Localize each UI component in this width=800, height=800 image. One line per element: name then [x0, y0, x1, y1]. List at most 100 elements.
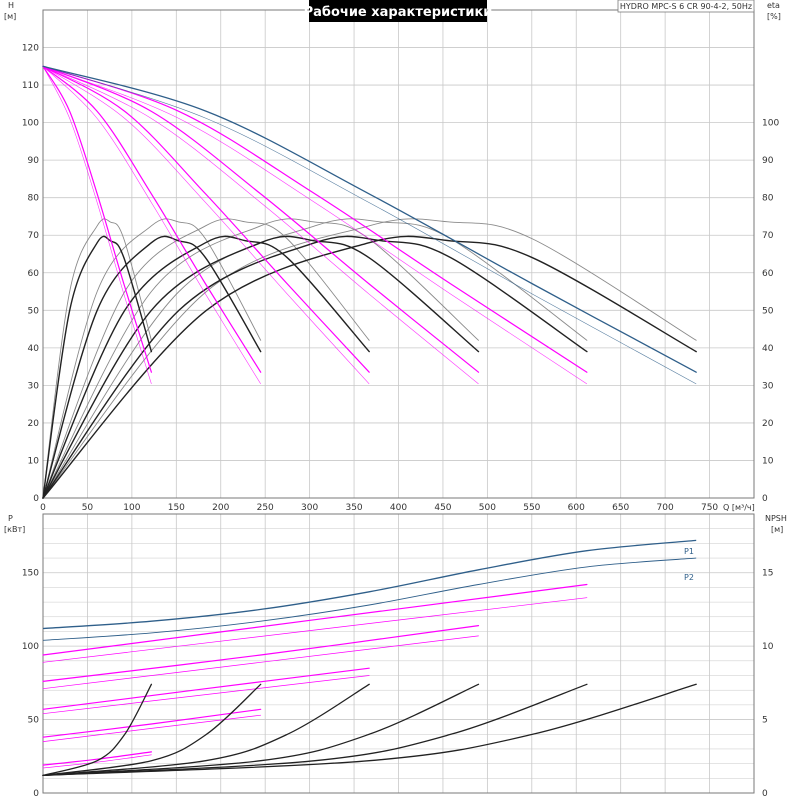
head-axis-label-line1: H: [8, 1, 14, 10]
eta-curve-eta-1: [42, 235, 153, 499]
head-tick-label: 80: [28, 194, 40, 204]
flow-tick-label: 600: [568, 503, 585, 513]
head-tick-label: 40: [28, 344, 40, 354]
eta-axis-label-line1: eta: [767, 1, 780, 10]
flow-tick-label: 700: [657, 503, 674, 513]
flow-tick-label: 350: [345, 503, 362, 513]
bottom-plot-frame: [42, 513, 755, 794]
npsh-tick-label: 10: [762, 642, 774, 652]
power-axis-label-line2: [кВт]: [4, 525, 25, 534]
head-curve-h-6: [42, 65, 697, 373]
flow-tick-label: 0: [40, 503, 46, 513]
head-curve-h-5: [42, 65, 588, 373]
power-curve-p-1a: [42, 751, 152, 766]
npsh-axis-ticks: 0 5 10 15: [762, 569, 774, 799]
flow-tick-label: 500: [479, 503, 496, 513]
chart-title: Рабочие характеристики: [304, 5, 493, 20]
eta-tick-label: 40: [762, 344, 774, 354]
model-label: HYDRO MPC-S 6 CR 90-4-2, 50Hz: [620, 2, 752, 11]
power-curve-p-3a: [42, 667, 370, 710]
head-curve-h-1: [42, 65, 152, 373]
head-curve-h-3: [42, 65, 370, 373]
power-curves: [42, 583, 588, 769]
eta-tick-label: 60: [762, 269, 774, 279]
flow-tick-label: 150: [168, 503, 185, 513]
title-box: [309, 0, 487, 22]
head-curve-h-2: [42, 65, 262, 373]
head-tick-label: 90: [28, 156, 40, 166]
power-curve-p-2a: [42, 708, 262, 738]
efficiency-thin-curves: [42, 218, 697, 499]
head-curve-thin-h-5: [42, 66, 588, 385]
power-npsh-panel: 0 50 100 150 0 5 10 15 P [кВт] NPSH [м] P1 P2: [4, 513, 787, 799]
head-axis-ticks: 0 10 20 30 40 50 60 70 80 90 100 110 120: [22, 44, 39, 504]
p2-series-label: P2: [684, 573, 694, 582]
head-tick-label: 120: [22, 44, 39, 54]
eta-tick-label: 70: [762, 231, 774, 241]
eta-axis-ticks: 0 10 20 30 40 50 60 70 80 90 100: [762, 119, 779, 504]
head-curve-thin-h-3: [42, 66, 370, 385]
flow-axis-ticks: 0 50 100 150 200 250 300 350 400 450 500 550 600 650 7…: [40, 503, 718, 513]
power-tick-label: 150: [22, 569, 39, 579]
power-axis-label-line1: P: [8, 514, 13, 523]
npsh-curve-npsh-3: [42, 683, 370, 777]
head-curve-thin-h-4: [42, 66, 479, 385]
flow-tick-label: 200: [212, 503, 229, 513]
head-tick-label: 110: [22, 81, 39, 91]
flow-tick-label: 50: [82, 503, 94, 513]
head-tick-label: 100: [22, 119, 39, 129]
power-curve-p-2b: [42, 714, 262, 742]
eta-tick-label: 20: [762, 419, 774, 429]
eta-curve-eta-5: [42, 235, 588, 499]
head-tick-label: 30: [28, 381, 40, 391]
eta-thin-curve-eta-1: [42, 218, 152, 499]
top-grid: [42, 9, 754, 499]
head-tick-label: 50: [28, 306, 40, 316]
flow-tick-label: 250: [257, 503, 274, 513]
head-tick-label: 10: [28, 456, 40, 466]
model-label-box: [617, 0, 755, 13]
eta-tick-label: 90: [762, 156, 774, 166]
series-p2: [42, 557, 697, 641]
power-axis-ticks: 0 50 100 150: [22, 569, 39, 799]
eta-tick-label: 100: [762, 119, 779, 129]
npsh-curve-npsh-4: [42, 683, 480, 777]
flow-tick-label: 650: [612, 503, 629, 513]
npsh-tick-label: 15: [762, 569, 773, 579]
eta-thin-curve-eta-2: [42, 218, 262, 499]
eta-tick-label: 50: [762, 306, 774, 316]
eta-tick-label: 30: [762, 381, 774, 391]
power-tick-label: 50: [28, 716, 40, 726]
flow-tick-label: 550: [523, 503, 540, 513]
npsh-tick-label: 5: [762, 716, 768, 726]
head-efficiency-panel: 0 10 20 30 40 50 60 70 80 90 100 110 120 0 10 20 30 40 50…: [4, 0, 781, 513]
head-tick-label: 20: [28, 419, 40, 429]
p1-series-label: P1: [684, 547, 694, 556]
total-power-curves: [42, 539, 697, 641]
npsh-curve-npsh-2: [42, 683, 262, 777]
flow-tick-label: 400: [390, 503, 407, 513]
head-curve-thin-h-6: [42, 66, 697, 385]
head-curve-h-4: [42, 65, 480, 373]
npsh-curve-npsh-6: [42, 683, 697, 777]
flow-tick-label: 100: [123, 503, 140, 513]
head-tick-label: 0: [33, 494, 39, 504]
eta-tick-label: 10: [762, 456, 774, 466]
eta-curve-eta-3: [42, 235, 370, 499]
flow-tick-label: 750: [701, 503, 718, 513]
eta-thin-curve-eta-6: [42, 218, 697, 499]
eta-tick-label: 0: [762, 494, 768, 504]
eta-tick-label: 80: [762, 194, 774, 204]
power-tick-label: 0: [33, 789, 39, 799]
head-axis-label-line2: [м]: [4, 12, 16, 21]
npsh-curves: [42, 683, 697, 777]
power-curve-p-5b: [42, 597, 588, 663]
power-tick-label: 100: [22, 642, 39, 652]
efficiency-curves: [42, 235, 697, 499]
head-curve-thin-h-1: [42, 66, 152, 384]
flow-tick-label: 300: [301, 503, 318, 513]
head-tick-label: 60: [28, 269, 40, 279]
flow-axis-label: Q [м³/ч]: [723, 503, 755, 512]
